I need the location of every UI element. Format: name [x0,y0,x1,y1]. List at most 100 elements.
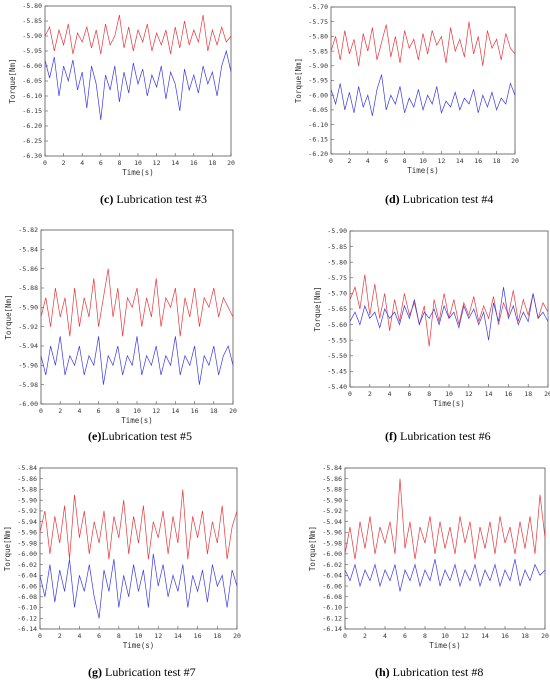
y-tick-label: -5.40 [327,383,347,391]
x-tick-label: 12 [154,632,162,640]
y-tick-label: -5.95 [308,77,328,85]
y-tick-label: -6.08 [322,593,342,601]
y-tick-label: -5.96 [18,362,38,370]
x-tick-label: 16 [501,632,509,640]
x-tick-label: 20 [544,390,550,398]
x-axis-title: Time(s) [407,166,439,175]
chart-panel-test-4: -5.70 -5.75 -5.80 -5.85 -5.90 -5.95 -6.00 -6.05… [275,0,550,215]
y-tick-label: -6.05 [22,77,42,85]
y-tick-label: -5.90 [18,304,38,312]
x-tick-label: 2 [368,390,372,398]
y-axis-title: Torque[Nm] [3,526,12,571]
y-tick-label: -6.04 [322,572,342,580]
y-tick-label: -6.30 [22,152,42,160]
y-tick-label: -5.94 [18,342,38,350]
x-tick-label: 10 [441,632,449,640]
x-tick-label: 20 [511,157,519,165]
y-tick-label: -5.86 [18,265,38,273]
y-tick-label: -6.05 [308,106,328,114]
x-tick-label: 2 [363,632,367,640]
x-tick-label: 18 [210,407,218,415]
x-tick-label: 4 [388,390,392,398]
x-tick-label: 4 [80,159,84,167]
x-tick-label: 18 [493,157,501,165]
x-tick-label: 18 [208,159,216,167]
x-tick-label: 12 [437,157,445,165]
x-tick-label: 20 [229,407,237,415]
y-axis-title: Torque[Nm] [8,58,17,103]
x-tick-label: 14 [485,390,493,398]
y-tick-label: -5.45 [327,368,347,376]
red-series-line [40,268,234,337]
blue-series-line [44,49,232,121]
y-tick-label: -5.90 [17,496,37,504]
x-axis-title: Time(s) [122,168,154,177]
x-tick-label: 12 [153,159,161,167]
x-tick-label: 8 [403,157,407,165]
y-tick-label: -5.86 [322,475,342,483]
y-tick-label: -5.86 [17,475,37,483]
y-axis-title: Torque[Nm] [4,294,13,339]
x-tick-label: 0 [329,157,333,165]
chart-panel-test-6: -5.90 -5.85 -5.80 -5.75 -5.70 -5.65 -5.60 -5.55… [275,222,550,437]
caption-test-8: (h) Lubrication test #8 [375,665,484,679]
y-tick-label: -6.06 [17,582,37,590]
caption-test-7: (g) Lubrication test #7 [88,665,196,679]
y-tick-label: -6.08 [17,593,37,601]
blue-series-line [40,336,234,385]
caption-test-3: (c) Lubrication test #3 [100,192,207,206]
y-tick-label: -5.85 [22,17,42,25]
red-series-line [39,489,238,560]
x-tick-label: 0 [348,390,352,398]
y-tick-label: -5.84 [17,464,37,472]
y-tick-label: -6.20 [22,122,42,130]
y-tick-label: -5.92 [17,507,37,515]
x-tick-label: 8 [423,632,427,640]
x-tick-label: 8 [117,632,121,640]
chart-panel-test-8: -5.84 -5.86 -5.88 -5.90 -5.92 -5.94 -5.96 -5.98… [275,458,550,663]
y-tick-label: -5.60 [327,321,347,329]
y-axis-title: Torque[Nm] [308,526,317,571]
y-tick-label: -5.75 [327,274,347,282]
y-tick-label: -5.88 [17,486,37,494]
blue-series-line [330,74,516,116]
y-axis-title: Torque[Nm] [294,58,303,103]
y-tick-label: -5.70 [327,290,347,298]
caption-test-5: (e)Lubrication test #5 [88,429,192,443]
y-tick-label: -5.98 [18,381,38,389]
chart-panel-test-3: -5.80 -5.85 -5.90 -5.95 -6.00 -6.05 -6.10 -6.15… [0,0,275,215]
x-tick-label: 16 [504,390,512,398]
y-tick-label: -6.00 [22,62,42,70]
y-tick-label: -5.96 [17,529,37,537]
chart-svg: -5.90 -5.85 -5.80 -5.75 -5.70 -5.65 -5.60 -5.55… [313,227,550,408]
x-tick-label: 16 [191,407,199,415]
y-tick-label: -5.90 [327,227,347,235]
x-tick-label: 8 [427,390,431,398]
y-tick-label: -5.75 [308,18,328,26]
blue-series-line [39,553,238,619]
y-tick-label: -5.90 [322,496,342,504]
x-tick-label: 20 [541,632,549,640]
y-tick-label: -5.80 [22,2,42,10]
blue-series-line [344,559,546,592]
x-tick-label: 0 [38,632,42,640]
y-tick-label: -6.02 [17,561,37,569]
y-tick-label: -6.10 [322,604,342,612]
x-tick-label: 4 [366,157,370,165]
x-tick-label: 16 [190,159,198,167]
y-tick-label: -5.92 [18,323,38,331]
plot-frame [330,6,516,155]
y-tick-label: -6.15 [308,136,328,144]
y-tick-label: -5.88 [18,284,38,292]
y-tick-label: -5.96 [322,529,342,537]
blue-series-line [349,287,549,341]
x-tick-label: 8 [116,407,120,415]
x-tick-label: 10 [445,390,453,398]
x-tick-label: 18 [521,632,529,640]
x-tick-label: 10 [135,632,143,640]
y-tick-label: -6.10 [17,604,37,612]
y-tick-label: -5.90 [22,32,42,40]
x-tick-label: 2 [58,407,62,415]
chart-panel-test-7: -5.84 -5.86 -5.88 -5.90 -5.92 -5.94 -5.96 -5.98… [0,458,275,663]
x-tick-label: 4 [383,632,387,640]
